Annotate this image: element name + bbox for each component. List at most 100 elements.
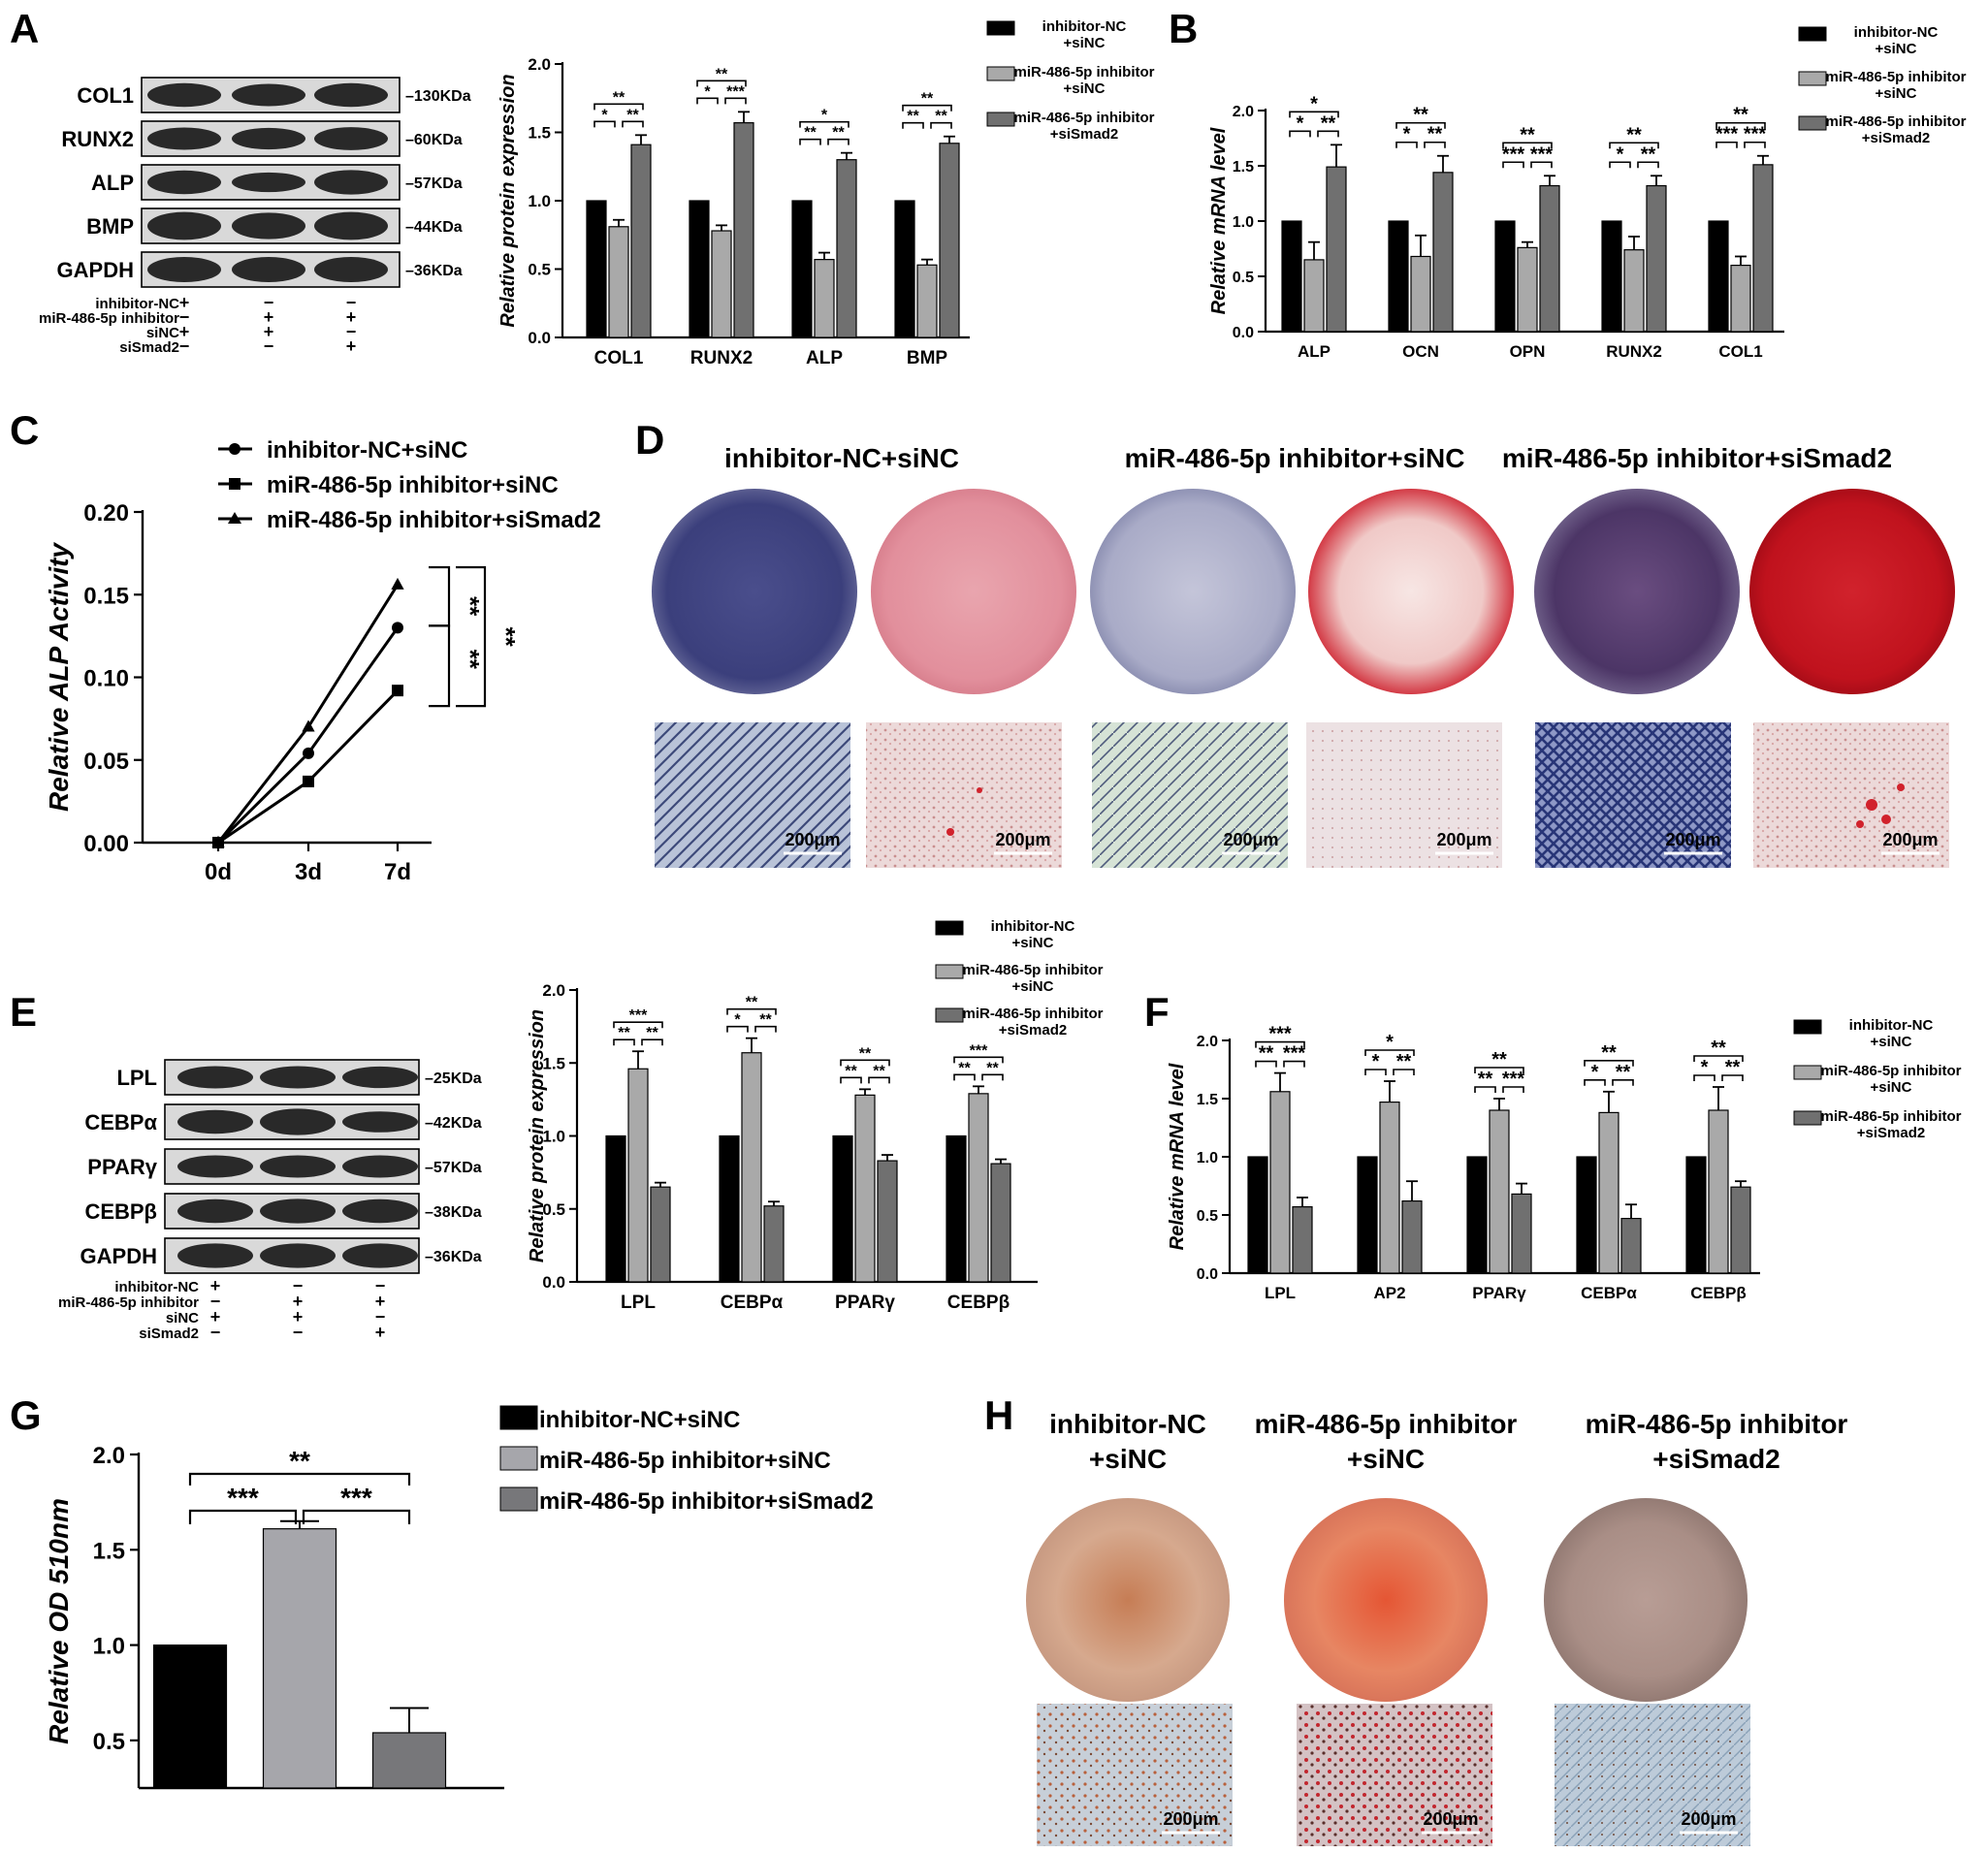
condition-label: inhibitor-NC <box>114 1279 199 1295</box>
blot-band <box>232 83 305 107</box>
x-tick-label: OCN <box>1402 342 1439 361</box>
bar <box>1269 1091 1291 1274</box>
d-title-1: inhibitor-NC+siNC <box>724 443 959 473</box>
blot-band <box>314 127 388 150</box>
d-alp-dish-1 <box>652 489 857 694</box>
y-axis-label: Relative ALP Activity <box>44 542 74 812</box>
significance-bracket <box>188 1472 411 1486</box>
condition-sign: + <box>375 1292 386 1311</box>
legend-C: inhibitor-NC+siNC miR-486-5p inhibitor+si… <box>218 437 601 533</box>
legend-label-line1: miR-486-5p inhibitor <box>1013 110 1154 126</box>
bar <box>894 200 915 338</box>
condition-sign: − <box>179 307 190 327</box>
condition-sign: + <box>264 307 274 327</box>
series-line <box>217 689 400 845</box>
x-tick-label: 0d <box>205 859 232 885</box>
bar <box>791 200 813 338</box>
significance-label: ** <box>716 66 728 82</box>
significance-label: ** <box>626 107 639 123</box>
bar <box>946 1134 967 1283</box>
bar <box>1401 1199 1423 1274</box>
significance-label: ** <box>618 1025 630 1041</box>
h-title-1-l1: inhibitor-NC <box>1049 1409 1206 1439</box>
blot-band <box>342 1111 418 1133</box>
protein-label: RUNX2 <box>61 127 134 151</box>
significance-label: * <box>1372 1051 1380 1072</box>
y-tick-label: 0.0 <box>542 1273 565 1292</box>
blot-band <box>232 127 305 150</box>
x-tick-label: COL1 <box>594 348 644 368</box>
y-tick-label: 2.0 <box>528 55 551 74</box>
significance-bracket <box>953 1073 976 1081</box>
significance-bracket <box>188 1509 298 1524</box>
bar <box>1620 1217 1642 1274</box>
bar <box>916 264 938 338</box>
h-title-3-l1: miR-486-5p inhibitor <box>1586 1409 1848 1439</box>
significance-bracket <box>1255 1060 1277 1068</box>
significance-label: ** <box>1641 144 1656 165</box>
significance-bracket <box>302 1509 411 1524</box>
protein-label: CEBPα <box>84 1110 157 1134</box>
significance-bracket <box>868 1076 890 1084</box>
marker <box>392 685 403 697</box>
d-ars-dish-3 <box>1749 489 1955 694</box>
blot-band <box>342 1198 418 1224</box>
bar <box>1292 1205 1313 1274</box>
chart-A-protein: 0.0 0.5 1.0 1.5 2.0 Relative protein expressi… <box>497 55 970 368</box>
kda-label: –130KDa <box>405 88 471 105</box>
bar <box>741 1052 762 1283</box>
significance-bracket <box>1693 1074 1715 1081</box>
legend-label-line2: +siNC <box>1064 80 1106 97</box>
kda-label: –57KDa <box>425 1160 482 1176</box>
significance-bracket <box>641 1038 663 1046</box>
scale-bar-label: 200μm <box>1665 830 1720 849</box>
panel-letter-C: C <box>10 407 39 453</box>
condition-sign: − <box>375 1307 386 1326</box>
bar <box>371 1732 447 1789</box>
legend-G: inhibitor-NC+siNC miR-486-5p inhibitor+si… <box>499 1405 874 1515</box>
significance-label: ** <box>832 125 845 142</box>
marker <box>302 719 315 732</box>
legend-label-line2: +siNC <box>1012 935 1054 951</box>
protein-label: COL1 <box>77 83 134 108</box>
y-axis-label: Relative mRNA level <box>1208 127 1230 314</box>
bar <box>1646 184 1667 333</box>
legend-marker <box>228 512 241 524</box>
blot-band <box>232 172 305 193</box>
significance-label: ** <box>613 89 625 106</box>
y-tick-label: 0.5 <box>542 1200 565 1219</box>
blot-band <box>177 1198 253 1224</box>
significance-label: ** <box>646 1025 658 1041</box>
significance-label: ** <box>1725 1057 1741 1078</box>
y-tick-label: 1.5 <box>542 1054 565 1072</box>
legend-label-line2: +siNC <box>1876 85 1917 102</box>
significance-bracket <box>1530 161 1553 169</box>
legend-swatch <box>935 920 964 936</box>
bar <box>1303 259 1325 333</box>
h-micro-1 <box>1037 1704 1233 1846</box>
y-axis-label: Relative OD 510nm <box>44 1498 74 1744</box>
significance-label: *** <box>1502 144 1525 165</box>
chart-E-protein: 0.0 0.5 1.0 1.5 2.0 Relative protein expressi… <box>527 981 1038 1313</box>
legend-swatch <box>1798 71 1827 86</box>
panel-letter-H: H <box>984 1392 1013 1438</box>
bar <box>1379 1101 1400 1274</box>
significance-bracket <box>1609 142 1659 149</box>
y-tick-label: 2.0 <box>1233 104 1254 120</box>
significance-bracket <box>840 1076 862 1084</box>
panel-letter-F: F <box>1144 989 1170 1035</box>
panel-letter-E: E <box>10 989 37 1035</box>
scale-bar-label: 200μm <box>1681 1809 1736 1829</box>
condition-sign: − <box>264 336 274 356</box>
x-tick-label: OPN <box>1510 342 1546 361</box>
significance-bracket <box>981 1073 1004 1081</box>
h-title-1-l2: +siNC <box>1089 1444 1167 1474</box>
blot-band <box>232 257 305 282</box>
condition-sign: + <box>179 293 190 312</box>
d-alp-micro-1 <box>655 722 850 868</box>
significance-label: ** <box>759 1012 772 1029</box>
significance-label: ** <box>986 1060 999 1076</box>
h-micro-3 <box>1555 1704 1750 1846</box>
